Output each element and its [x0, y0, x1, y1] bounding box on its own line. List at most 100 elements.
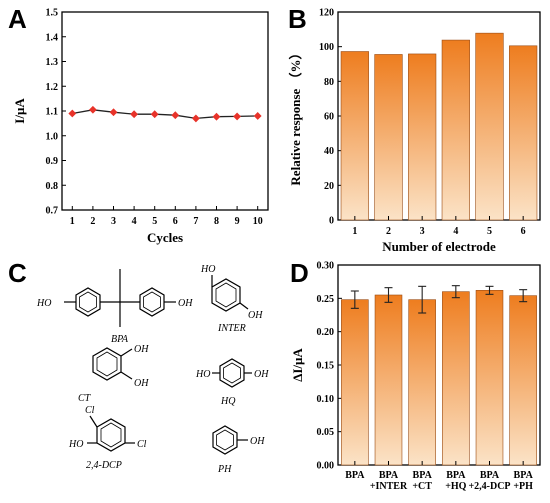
chart-a-data-point — [109, 108, 118, 117]
chart-a-x-tick-label: 2 — [90, 216, 95, 227]
chart-a-y-tick-label: 1.3 — [46, 57, 59, 68]
chart-d-y-tick-label: 0.05 — [317, 427, 335, 438]
chart-b-x-tick-label: 2 — [386, 226, 391, 237]
chart-b-y-tick-label: 60 — [324, 112, 334, 123]
structure-ct — [92, 347, 133, 381]
dcp-ring-inner — [100, 422, 122, 448]
chart-a-data-point — [212, 112, 221, 121]
dcp-top-group: Cl — [85, 405, 95, 416]
chart-a-data-point — [130, 110, 139, 119]
hq-name: HQ — [220, 396, 236, 407]
chart-d-x-tick-label: BPA — [379, 470, 399, 481]
ph-ring — [212, 425, 238, 455]
chart-a-y-axis-title: I/μA — [12, 98, 27, 124]
chart-b-bar — [475, 32, 504, 221]
inter-bottom-group: OH — [248, 310, 263, 321]
bpa-ring-right-inner — [143, 291, 161, 313]
structure-hq — [212, 358, 252, 388]
chart-b-y-tick-label: 120 — [319, 8, 334, 19]
chart-b-y-tick-label: 20 — [324, 181, 334, 192]
chart-a-y-tick-label: 0.7 — [46, 206, 59, 217]
chart-a-data-point — [191, 114, 200, 123]
chart-a-x-tick-label: 4 — [132, 216, 137, 227]
structure-dcp — [87, 415, 135, 452]
chart-a-cycles: 0.7 0.8 0.9 1.0 1.1 1.2 1.3 1.4 1.5 1 2 3 4 5 6 7 8 9 10 Cy… — [12, 8, 269, 245]
chart-b-x-tick-label: 1 — [352, 226, 357, 237]
chart-a-data-point — [253, 112, 262, 120]
chart-a-y-tick-label: 1.1 — [46, 107, 59, 118]
chart-d-bar — [475, 290, 504, 466]
chart-d-y-tick-label: 0.25 — [317, 294, 335, 305]
chart-d-x-tick-label: +CT — [412, 481, 432, 492]
chart-d-bar — [341, 299, 369, 466]
bpa-ring-left-inner — [79, 291, 97, 313]
chart-d-y-axis-title: ΔI/μA — [290, 348, 305, 382]
chart-a-x-tick-label: 3 — [111, 216, 116, 227]
chart-b-bar — [374, 54, 403, 221]
structure-ph — [212, 425, 248, 455]
ct-right-group: OH — [134, 378, 149, 389]
chart-b-y-tick-label: 100 — [319, 42, 334, 53]
chart-b-x-tick-label: 3 — [420, 226, 425, 237]
chart-d-x-tick-label: +PH — [513, 481, 533, 492]
bpa-left-group: HO — [36, 298, 51, 309]
chart-b-bar — [441, 39, 470, 221]
ph-right-group: OH — [250, 436, 265, 447]
chart-b-y-tick-label: 80 — [324, 77, 334, 88]
chart-d-x-tick-label: BPA — [446, 470, 466, 481]
chart-a-x-tick-label: 8 — [214, 216, 219, 227]
chart-d-x-tick-label: +HQ — [445, 481, 466, 492]
chart-b-x-tick-label: 5 — [487, 226, 492, 237]
chart-d-x-tick-label: +INTER — [370, 481, 408, 492]
inter-ring-inner — [215, 282, 237, 308]
chart-a-x-tick-label: 10 — [253, 216, 263, 227]
chart-d-y-tick-label: 0.10 — [317, 394, 335, 405]
chart-a-y-tick-label: 0.9 — [46, 156, 59, 167]
chart-a-x-tick-label: 9 — [235, 216, 240, 227]
chart-a-data-point — [88, 105, 97, 114]
chart-a-x-axis-title: Cycles — [147, 230, 183, 245]
chart-d-bar — [442, 291, 470, 466]
chart-b-y-tick-label: 40 — [324, 146, 334, 157]
chart-b-electrodes: 0 20 40 60 80 100 120 1 2 3 4 5 6 Number of electrode… — [288, 8, 541, 254]
ct-top-group: OH — [134, 344, 149, 355]
chart-a-x-tick-label: 5 — [152, 216, 157, 227]
chart-a-y-tick-label: 0.8 — [46, 181, 59, 192]
panel-label-b: B — [288, 4, 307, 34]
chart-b-bar — [509, 45, 538, 221]
ph-name: PH — [217, 464, 232, 475]
bpa-ring-left — [75, 287, 101, 317]
chart-a-y-tick-label: 1.4 — [46, 32, 59, 43]
hq-ring — [219, 358, 245, 388]
chart-a-y-tick-label: 1.5 — [46, 8, 59, 19]
structure-inter — [211, 275, 249, 312]
chart-b-x-axis-title: Number of electrode — [382, 239, 496, 254]
chart-a-data-point — [233, 112, 242, 121]
panel-c-structures — [64, 269, 252, 455]
chart-a-y-tick-label: 1.0 — [46, 131, 59, 142]
chart-b-y-tick-label: 0 — [329, 216, 334, 227]
chart-a-x-tick-label: 1 — [70, 216, 75, 227]
chart-a-data-point — [150, 110, 159, 119]
ct-ring-inner — [96, 351, 118, 377]
chart-d-x-tick-label: BPA — [480, 470, 500, 481]
chart-d-x-tick-label: BPA — [514, 470, 534, 481]
inter-top-group: HO — [200, 264, 215, 275]
dcp-left-group: HO — [68, 439, 83, 450]
chart-d-x-tick-label: +2,4-DCP — [468, 481, 510, 492]
chart-a-x-tick-label: 6 — [173, 216, 178, 227]
chart-b-bar — [408, 53, 437, 221]
panel-label-c: C — [8, 258, 27, 288]
ct-oh-bond-right — [120, 371, 133, 380]
chart-d-y-tick-label: 0.00 — [317, 461, 335, 472]
panel-label-d: D — [290, 258, 309, 288]
chart-d-x-tick-label: BPA — [413, 470, 433, 481]
chart-b-x-tick-label: 4 — [453, 226, 458, 237]
dcp-name: 2,4-DCP — [86, 460, 122, 471]
hq-ring-inner — [223, 362, 241, 384]
bpa-name: BPA — [111, 334, 129, 345]
panel-label-a: A — [8, 4, 27, 34]
chart-d-y-tick-label: 0.30 — [317, 261, 335, 272]
